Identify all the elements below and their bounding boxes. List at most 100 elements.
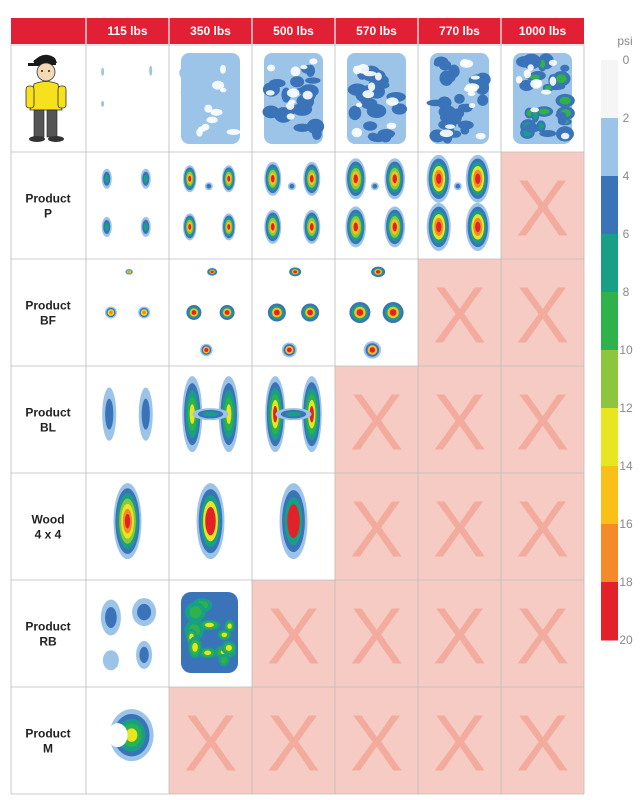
pressure-contour <box>211 112 229 128</box>
pressure-contour <box>289 183 295 189</box>
pressure-contour <box>455 183 461 189</box>
pressure-gap <box>286 113 295 120</box>
pressure-contour <box>556 74 567 84</box>
pressure-map-cell <box>347 53 408 144</box>
pressure-map-cell <box>267 267 320 358</box>
pressure-contour <box>105 398 114 430</box>
pressure-gap <box>290 66 301 77</box>
scale-tick-label: 4 <box>623 169 630 183</box>
pressure-contour <box>220 656 228 664</box>
pressure-contour <box>221 632 228 638</box>
pressure-map-cell <box>104 268 151 319</box>
pressure-contour <box>527 125 537 131</box>
pressure-gap <box>548 59 557 66</box>
scale-tick-label: 6 <box>623 227 630 241</box>
pressure-contour <box>522 82 531 89</box>
failed-x-mark: X <box>516 592 569 681</box>
pressure-gap <box>351 127 363 138</box>
pressure-gap <box>201 123 210 131</box>
scale-tick-label: 2 <box>623 111 630 125</box>
column-header: 1000 lbs <box>519 24 567 38</box>
pressure-contour <box>309 223 314 231</box>
pressure-gap <box>530 107 539 113</box>
failed-cell-background <box>335 580 418 687</box>
row-label: RB <box>39 635 57 649</box>
pressure-contour <box>286 411 301 417</box>
scale-tick-label: 14 <box>619 459 633 473</box>
failed-cell-background <box>418 473 501 580</box>
pressure-gap <box>107 723 128 748</box>
pressure-contour <box>525 56 538 66</box>
failed-cell: X <box>501 580 584 687</box>
pressure-contour <box>293 78 302 86</box>
pressure-contour <box>369 347 376 353</box>
pressure-gap <box>210 108 223 116</box>
pressure-gap <box>309 58 318 65</box>
pressure-contour <box>372 183 378 189</box>
pressure-contour <box>139 646 149 664</box>
failed-cell: X <box>335 366 418 473</box>
failed-cell: X <box>169 687 252 794</box>
failed-x-mark: X <box>267 592 320 681</box>
pressure-contour <box>436 221 442 233</box>
failed-cell: X <box>501 366 584 473</box>
scale-tick-label: 8 <box>623 285 630 299</box>
pressure-map-cell <box>182 376 239 453</box>
pressure-gap <box>212 80 225 90</box>
pressure-contour <box>137 603 152 621</box>
failed-x-mark: X <box>516 485 569 574</box>
pressure-gap <box>219 64 227 74</box>
failed-cell-background <box>501 473 584 580</box>
failed-x-mark: X <box>433 378 486 467</box>
pressure-contour <box>539 59 546 69</box>
pressure-contour <box>224 310 230 315</box>
pressure-gap <box>267 64 276 72</box>
failed-x-mark: X <box>350 485 403 574</box>
row-label: 4 x 4 <box>35 528 62 542</box>
pressure-contour <box>559 96 571 105</box>
pressure-contour <box>307 309 313 316</box>
pressure-gap <box>374 72 382 81</box>
scale-swatch <box>601 176 618 235</box>
pressure-contour <box>189 606 202 619</box>
pressure-gap <box>445 124 456 129</box>
pressure-contour <box>384 131 393 136</box>
pressure-contour <box>562 66 568 71</box>
pressure-contour <box>149 65 153 76</box>
pressure-contour <box>278 110 290 120</box>
pressure-contour <box>143 222 148 232</box>
pressure-contour <box>270 223 275 231</box>
pressure-contour <box>353 222 358 232</box>
pressure-contour <box>479 96 486 104</box>
pressure-contour <box>210 270 214 274</box>
pressure-contour <box>309 175 314 183</box>
column-header: 350 lbs <box>190 24 231 38</box>
pressure-contour <box>392 174 398 184</box>
pressure-contour <box>375 270 381 274</box>
failed-cell-background <box>335 687 418 794</box>
pressure-gap <box>204 104 213 113</box>
row-label: M <box>43 742 53 756</box>
pressure-gap <box>515 76 523 84</box>
pressure-contour <box>227 223 231 230</box>
pressure-gap <box>286 88 300 98</box>
pressure-contour <box>366 123 375 129</box>
pressure-gap <box>288 99 296 105</box>
pressure-contour <box>206 183 212 189</box>
pressure-contour <box>204 650 212 656</box>
failed-cell: X <box>252 687 335 794</box>
pressure-contour <box>353 174 358 184</box>
failed-cell: X <box>335 473 418 580</box>
pressure-contour <box>198 78 217 86</box>
pressure-gap <box>362 90 375 99</box>
pressure-gap <box>527 64 534 71</box>
pressure-map-cell <box>107 709 154 762</box>
failed-cell: X <box>418 687 501 794</box>
failed-x-mark: X <box>433 699 486 788</box>
pressure-gap <box>463 85 478 93</box>
scale-tick-label: 18 <box>619 575 633 589</box>
pressure-contour <box>351 86 363 94</box>
pressure-map-cell <box>345 158 406 248</box>
pressure-map-cell <box>179 53 241 144</box>
pressure-contour <box>273 405 278 423</box>
